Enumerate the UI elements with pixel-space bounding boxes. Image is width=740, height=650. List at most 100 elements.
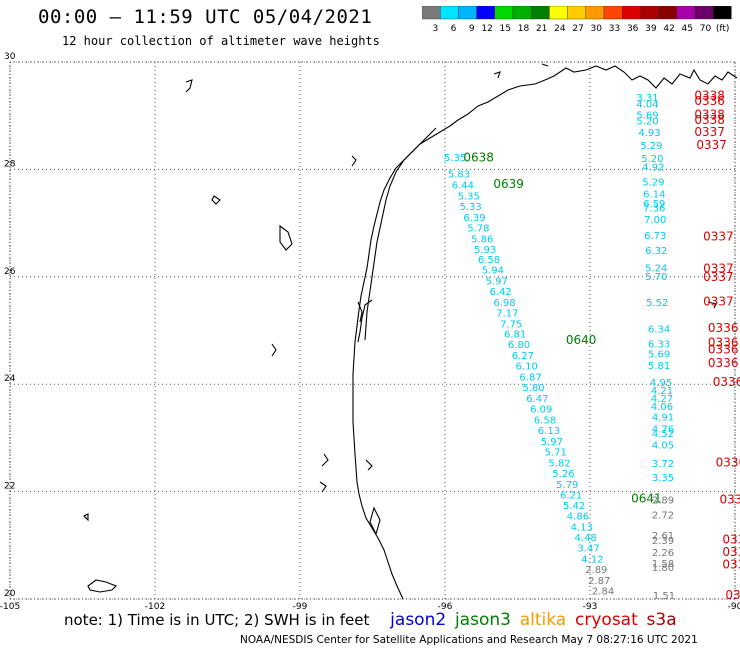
wave-height-value: 2.39 <box>652 536 674 547</box>
wave-height-value: 2.89 <box>585 565 607 576</box>
wave-height-value: 2.26 <box>652 548 674 559</box>
pass-id-label: 0337 <box>703 229 734 243</box>
wave-height-value: 5.33 <box>460 202 482 213</box>
pass-id-label: 0337 <box>694 125 725 139</box>
colorbar-tick-label: 70 <box>700 24 712 34</box>
lat-tick-label: 24 <box>4 374 16 384</box>
wave-height-value: 5.83 <box>448 169 470 180</box>
wave-height-value: 6.13 <box>538 426 560 437</box>
pass-id-label: 0337 <box>703 294 734 308</box>
islet-1 <box>493 71 501 79</box>
map-frame <box>9 61 736 600</box>
lon-tick-label: -93 <box>583 602 598 612</box>
island-3 <box>707 301 717 309</box>
wave-height-value: 3.31 <box>636 93 658 104</box>
lake-6 <box>319 481 327 493</box>
pass-id-label: 0336 <box>694 94 725 108</box>
lake-4 <box>271 343 277 357</box>
pass-id-label: 0336 <box>708 321 739 335</box>
pass-id-label: 0337 <box>703 270 734 284</box>
map-title: 00:00 — 11:59 UTC 05/04/2021 <box>38 6 373 28</box>
wave-height-value: 1.58 <box>652 559 674 570</box>
colorbar-tick-label: 12 <box>481 24 492 34</box>
wave-height-value: 5.69 <box>648 349 670 360</box>
pass-id-label: 0638 <box>463 150 494 164</box>
island-2 <box>83 513 89 522</box>
wave-height-value: 1.80 <box>652 563 674 574</box>
wave-height-value: 4.76 <box>652 425 674 436</box>
wave-height-value: 1.51 <box>653 591 675 602</box>
wave-height-value: 4.13 <box>571 522 593 533</box>
pass-id-label: 0335 <box>725 588 740 602</box>
pass-id-label: 0337 <box>696 138 727 152</box>
wave-height-value: 6.14 <box>643 189 665 200</box>
pass-id-label: 0336 <box>713 375 740 389</box>
wave-height-value: 5.52 <box>646 298 668 309</box>
wave-height-value: 6.58 <box>534 415 556 426</box>
wave-height-value: 6.98 <box>493 298 515 309</box>
legend-altika: altika <box>519 610 567 630</box>
axis-labels: -105 -102 -99 -96 -93 -90 20 22 24 26 28 30 <box>0 52 740 612</box>
lake-3 <box>211 195 221 205</box>
texas-mexico-coastline <box>352 65 738 600</box>
wave-height-value: 6.09 <box>530 405 552 416</box>
wave-height-value: 6.80 <box>508 340 530 351</box>
colorbar-tick-label: 33 <box>609 24 620 34</box>
barrier-island <box>364 127 437 341</box>
colorbar-tick-label: (ft) <box>716 24 730 34</box>
credit-line: NOAA/NESDIS Center for Satellite Applica… <box>240 634 698 646</box>
lagoon <box>369 506 381 536</box>
wave-height-value: 5.42 <box>563 501 585 512</box>
wave-height-value: 4.27 <box>651 394 673 405</box>
legend-cryosat: cryosat <box>575 610 638 630</box>
colorbar-tick-label: 21 <box>536 24 547 34</box>
wave-height-value: 6.87 <box>519 372 541 383</box>
pass-id-label: 0335 <box>722 545 740 559</box>
wave-height-value: 2.87 <box>588 576 610 587</box>
wave-height-value: 6.33 <box>648 340 670 351</box>
map-subtitle: 12 hour collection of altimeter wave hei… <box>62 34 380 48</box>
wave-height-value: 4.04 <box>636 100 658 111</box>
wave-height-value: 5.93 <box>474 245 496 256</box>
wave-height-value: 4.21 <box>651 386 673 397</box>
wave-height-value: 3.47 <box>577 544 599 555</box>
wave-height-value: 7.17 <box>496 309 518 320</box>
lake-7 <box>365 459 373 471</box>
inland-water-1 <box>279 224 293 251</box>
pass-id-label: 0640 <box>566 333 597 347</box>
wave-height-value: 4.06 <box>651 402 673 413</box>
lake-2 <box>185 79 193 93</box>
wave-height-value: 5.80 <box>522 383 544 394</box>
pass-id-label: 0336 <box>720 492 740 506</box>
colorbar-tick-label: 3 <box>432 24 438 34</box>
legend-line: note: 1) Time is in UTC; 2) SWH is in fe… <box>64 610 681 630</box>
wave-height-value: 5.69 <box>636 110 658 121</box>
colorbar-tick-label: 42 <box>663 24 674 34</box>
wave-height-value: 5.79 <box>556 480 578 491</box>
lat-tick-label: 30 <box>4 52 16 62</box>
pass-id-label: 0335 <box>722 533 740 547</box>
wave-height-value: 5.94 <box>482 266 504 277</box>
colorbar-tick-label: 39 <box>645 24 657 34</box>
wave-height-value: 6.27 <box>512 351 534 362</box>
pass-id-label: 0639 <box>493 177 524 191</box>
wave-height-value: 5.78 <box>467 224 489 235</box>
wave-height-value: 2.84 <box>592 587 614 598</box>
wave-height-value: 5.20 <box>636 116 658 127</box>
wave-height-value: 6.47 <box>526 394 548 405</box>
wave-height-value: 5.24 <box>645 263 667 274</box>
wave-height-value: 5.86 <box>471 234 493 245</box>
islet-2 <box>541 63 549 67</box>
grid-lines <box>9 61 736 600</box>
colorbar-tick-label: 15 <box>500 24 511 34</box>
wave-height-value: 4.91 <box>652 413 674 424</box>
colorbar-tick-label: 27 <box>572 24 583 34</box>
wave-height-value: 5.70 <box>645 272 667 283</box>
lon-tick-label: -96 <box>438 602 453 612</box>
wave-height-value: 6.73 <box>644 231 666 242</box>
wave-height-value: 4.12 <box>581 554 603 565</box>
lat-tick-label: 22 <box>4 482 15 492</box>
wave-height-value: 4.52 <box>652 429 674 440</box>
lat-tick-label: 28 <box>4 159 16 169</box>
